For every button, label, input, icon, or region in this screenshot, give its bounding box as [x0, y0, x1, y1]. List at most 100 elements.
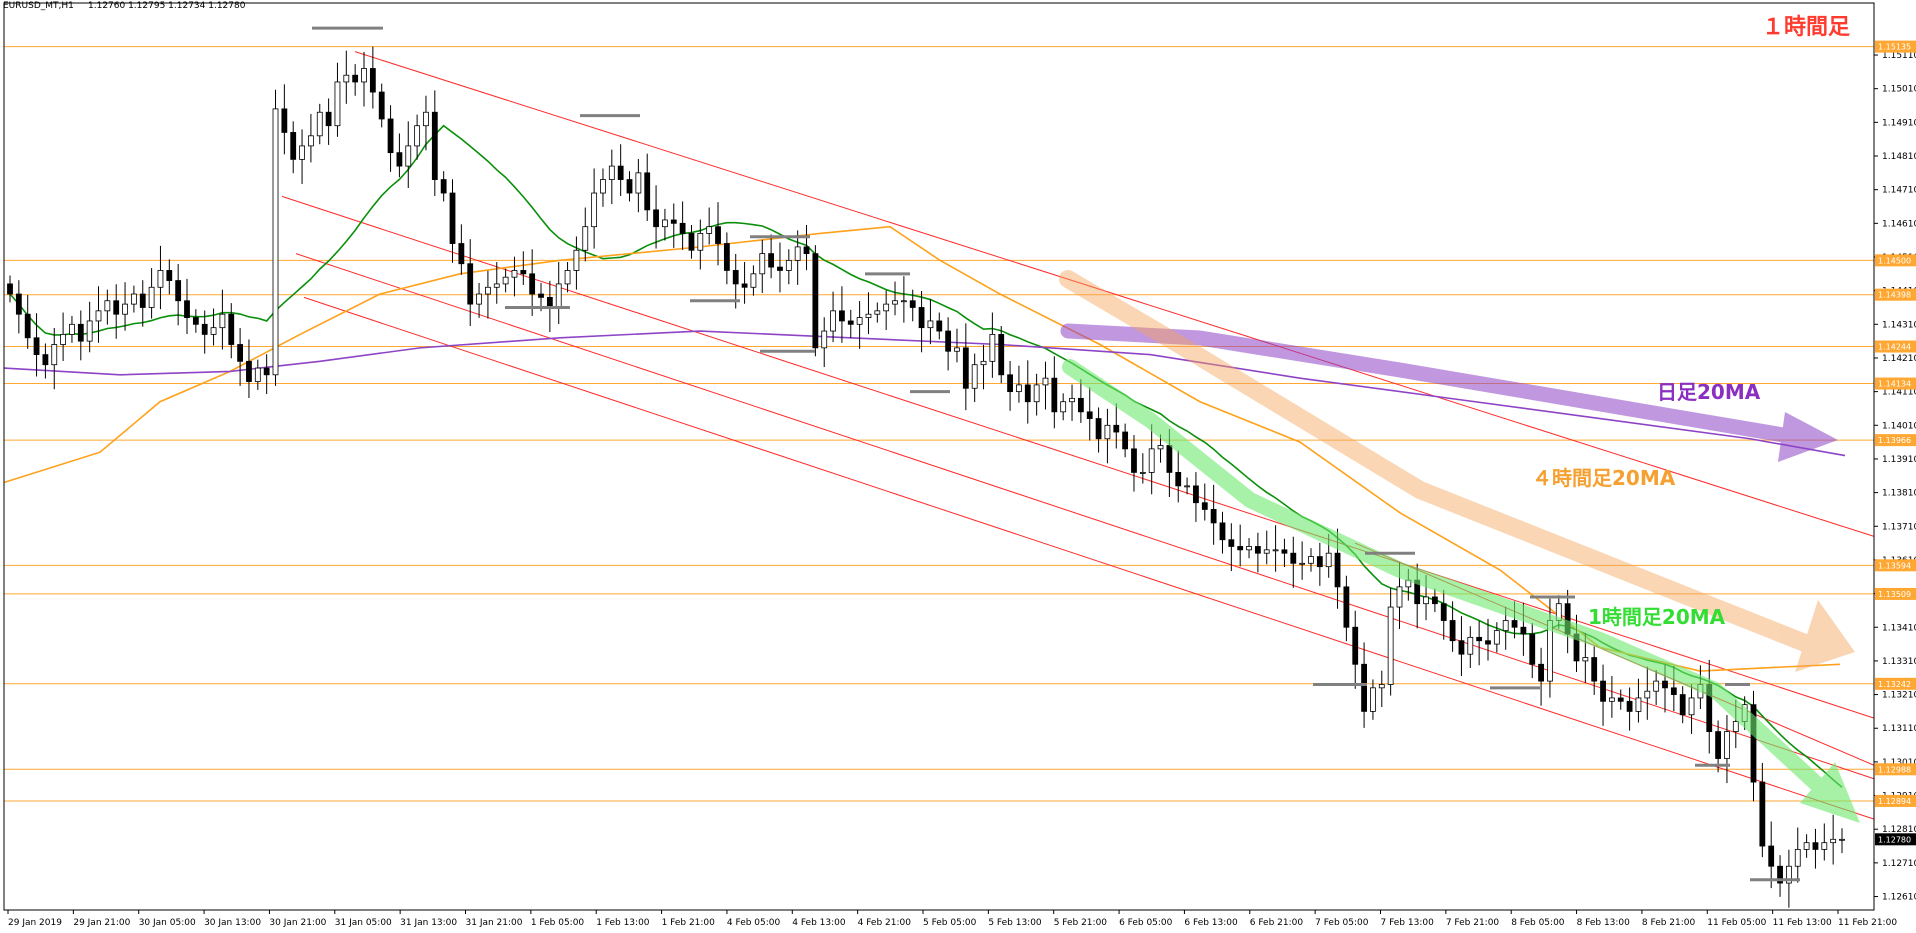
candle-body: [1777, 865, 1783, 884]
channel-line: [295, 253, 1875, 780]
time-tick-label: 7 Feb 13:00: [1381, 918, 1435, 928]
candle-body: [1325, 552, 1332, 568]
candle-body: [7, 283, 13, 295]
candle-body: [1626, 700, 1633, 712]
candle-body: [883, 303, 890, 312]
candle-body: [1458, 640, 1465, 655]
time-tick-label: 8 Feb 13:00: [1577, 918, 1631, 928]
candle-body: [626, 179, 633, 194]
candle-body: [254, 367, 261, 382]
candle-body: [980, 360, 987, 366]
candle-body: [1201, 502, 1208, 510]
level-price-label: 1.12988: [1878, 765, 1911, 774]
candle-body: [1679, 694, 1686, 716]
channel-line: [354, 51, 1875, 537]
candle-body: [1502, 620, 1509, 632]
candle-body: [343, 74, 350, 83]
candle-body: [1060, 401, 1067, 413]
h1-ma-arrow-head: [1800, 762, 1860, 823]
candle-body: [785, 259, 792, 271]
candle-body: [431, 111, 438, 180]
chart-ohlc: 1.12760 1.12795 1.12734 1.12780: [88, 1, 246, 11]
candle-body: [60, 334, 67, 345]
candle-body: [423, 111, 429, 127]
level-price-tag: [1875, 40, 1916, 53]
candle-body: [1785, 865, 1792, 884]
chart-title: EURUSD_MT,H1: [3, 1, 74, 11]
plot-frame: [3, 2, 1875, 911]
candle-body: [246, 360, 252, 382]
candle-body: [1724, 731, 1730, 759]
candle-body: [591, 192, 598, 228]
candle-body: [467, 263, 474, 305]
candle-body: [493, 283, 500, 288]
candle-body: [157, 270, 164, 288]
candle-body: [139, 293, 146, 308]
candle-body: [42, 354, 49, 366]
candle-body: [1272, 549, 1279, 552]
candle-body: [1493, 630, 1500, 645]
level-price-label: 1.12894: [1878, 797, 1911, 806]
candle-body: [1219, 522, 1226, 541]
h4-ma-arrow-shaft: [1059, 270, 1819, 654]
candle-body: [210, 327, 217, 335]
level-price-tag: [1875, 587, 1916, 600]
candle-body: [476, 293, 482, 305]
candle-body: [263, 367, 270, 376]
level-price-label: 1.15135: [1878, 43, 1911, 52]
price-tick-label: 1.12810: [1882, 825, 1916, 835]
price-tick-label: 1.13410: [1882, 623, 1916, 633]
price-tick-label: 1.12710: [1882, 859, 1916, 869]
candle-body: [1538, 663, 1544, 682]
candle-body: [95, 310, 102, 322]
candle-body: [1715, 731, 1721, 759]
channel-line: [281, 195, 1875, 719]
candle-body: [1007, 374, 1013, 393]
candle-body: [1016, 384, 1022, 393]
level-price-tag: [1875, 377, 1916, 390]
candle-body: [750, 273, 757, 288]
time-tick-label: 29 Jan 2019: [8, 918, 62, 928]
current-price-tag: [1875, 833, 1916, 846]
candle-body: [529, 273, 536, 295]
candle-body: [1440, 603, 1447, 621]
level-price-label: 1.13594: [1878, 561, 1911, 570]
candle-body: [653, 209, 659, 228]
candle-body: [1467, 636, 1474, 655]
candle-body: [228, 313, 235, 345]
candle-body: [24, 313, 31, 339]
candle-body: [865, 313, 872, 318]
time-tick-label: 6 Feb 05:00: [1119, 918, 1173, 928]
candle-body: [954, 347, 960, 352]
level-price-tag: [1875, 288, 1916, 301]
daily-ma-arrow-shaft: [1060, 323, 1803, 445]
candle-body: [1582, 657, 1589, 662]
h4-ma-arrow: [1059, 270, 1855, 672]
candle-body: [600, 179, 606, 194]
candle-body: [1670, 687, 1677, 695]
candle-body: [131, 293, 137, 305]
candle-body: [272, 108, 279, 376]
candle-body: [113, 300, 120, 315]
candle-body: [1131, 448, 1137, 473]
candle-body: [86, 320, 93, 342]
time-tick-label: 8 Feb 05:00: [1511, 918, 1565, 928]
candle-body: [1759, 781, 1766, 847]
candle-body: [1821, 842, 1828, 850]
candle-body: [440, 179, 447, 194]
time-tick-label: 4 Feb 13:00: [792, 918, 846, 928]
price-tick-label: 1.14910: [1882, 118, 1916, 128]
time-tick-label: 11 Feb 13:00: [1773, 918, 1832, 928]
candle-body: [1688, 697, 1695, 716]
candle-body: [414, 125, 421, 147]
price-tick-label: 1.14710: [1882, 186, 1916, 196]
candle-body: [458, 243, 465, 265]
candle-body: [927, 320, 934, 329]
candle-body: [856, 317, 863, 325]
candle-body: [962, 347, 969, 389]
candle-body: [679, 222, 686, 234]
level-price-tag: [1875, 340, 1916, 353]
h4-ma-arrow-head: [1795, 600, 1855, 672]
level-price-label: 1.14398: [1878, 291, 1911, 300]
